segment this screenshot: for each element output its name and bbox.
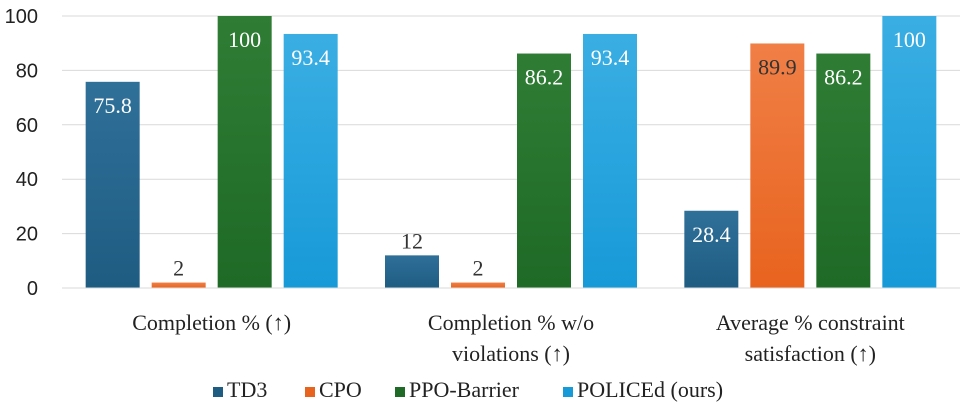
x-category-label: Completion % (↑) — [132, 310, 291, 335]
legend-label: PPO-Barrier — [409, 377, 520, 402]
data-label: 89.9 — [758, 54, 797, 79]
x-axis: Completion % (↑) Completion % w/o violatio… — [62, 287, 960, 366]
legend: TD3 CPO PPO-Barrier POLICEd (ours) — [213, 377, 723, 402]
data-label: 100 — [228, 27, 261, 52]
data-label: 93.4 — [291, 45, 330, 70]
data-label: 2 — [173, 256, 184, 281]
data-label: 86.2 — [824, 65, 863, 90]
data-label: 100 — [893, 27, 926, 52]
bar-cpo-2 — [451, 282, 505, 288]
bar-ppo-barrier-1 — [217, 16, 272, 288]
bars — [85, 16, 937, 289]
y-axis: 0 20 40 60 80 100 — [5, 6, 38, 300]
bar-policed-ours--3 — [882, 16, 937, 288]
data-label: 75.8 — [93, 93, 132, 118]
y-tick-label: 80 — [16, 60, 38, 82]
y-tick-label: 20 — [16, 224, 38, 246]
y-tick-label: 100 — [5, 6, 38, 28]
x-category-label: Completion % w/o — [428, 310, 594, 335]
bar-ppo-barrier-3 — [816, 53, 871, 289]
data-label: 12 — [401, 228, 423, 253]
bar-policed-ours--2 — [583, 33, 637, 289]
bar-cpo-3 — [750, 43, 805, 288]
bar-td3-2 — [385, 255, 439, 288]
bar-policed-ours--1 — [283, 33, 338, 289]
legend-swatch — [563, 387, 573, 397]
x-category-label: Average % constraint — [716, 310, 905, 335]
legend-swatch — [395, 387, 405, 397]
data-label: 93.4 — [591, 45, 630, 70]
data-label: 28.4 — [692, 222, 731, 247]
data-label: 86.2 — [525, 65, 564, 90]
bar-td3-3 — [684, 210, 739, 288]
data-label: 2 — [473, 256, 484, 281]
legend-label: CPO — [319, 377, 362, 402]
y-tick-label: 60 — [16, 115, 38, 137]
y-tick-label: 40 — [16, 169, 38, 191]
bar-cpo-1 — [151, 282, 206, 288]
bar-ppo-barrier-2 — [517, 53, 571, 289]
x-category-label: satisfaction (↑) — [745, 341, 876, 366]
x-category-label: violations (↑) — [452, 341, 570, 366]
y-tick-label: 0 — [27, 278, 38, 300]
legend-label: POLICEd (ours) — [577, 377, 723, 402]
bar-td3-1 — [85, 81, 140, 288]
legend-swatch — [305, 387, 315, 397]
legend-label: TD3 — [227, 377, 267, 402]
legend-swatch — [213, 387, 223, 397]
data-labels: 75.8 2 100 93.4 12 2 86.2 93.4 28.4 89.9 86.2 100 — [93, 27, 925, 281]
